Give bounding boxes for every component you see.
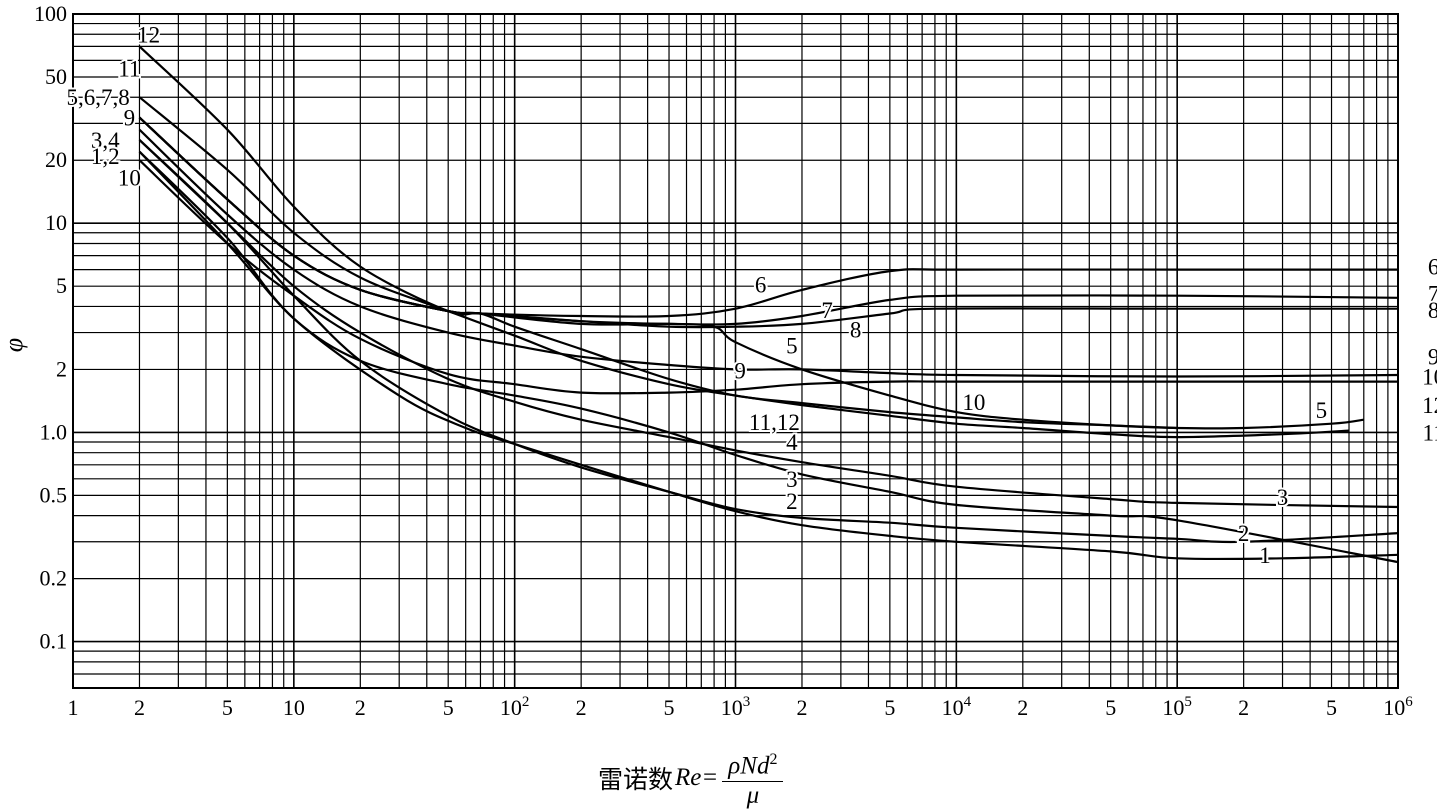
- x-tick-label: 102: [500, 694, 530, 720]
- curve-label: 11: [1423, 420, 1437, 445]
- x-tick-exponent: 2: [522, 694, 530, 710]
- x-axis-label: 雷诺数 Re= ρNd2 μ: [598, 746, 784, 809]
- curves: [138, 45, 1399, 564]
- x-tick-label: 104: [942, 694, 972, 720]
- y-tick-label: 50: [45, 64, 67, 89]
- y-axis-label: φ: [0, 338, 28, 352]
- curve-label: 2: [1238, 521, 1250, 546]
- curve-9: [138, 128, 1399, 378]
- curve-label: 9: [1428, 345, 1437, 370]
- x-axis-label-re: Re=: [675, 764, 719, 791]
- curve-label: 9: [734, 358, 746, 383]
- y-tick-label: 5: [56, 273, 67, 298]
- curve-label: 10: [962, 390, 985, 415]
- plot-frame: [72, 13, 1399, 689]
- x-tick-label: 105: [1162, 694, 1192, 720]
- curve-10: [138, 159, 1398, 395]
- x-tick-label: 106: [1383, 694, 1413, 720]
- y-tick-label: 2: [56, 356, 67, 381]
- x-axis-label-denominator: μ: [746, 781, 760, 809]
- curve-label: 7: [821, 298, 833, 323]
- x-tick-exponent: 4: [964, 694, 972, 710]
- curve-label: 11,12: [749, 410, 800, 435]
- curve-label: 9: [124, 106, 136, 131]
- y-tick-label: 0.1: [40, 629, 68, 654]
- curve-label: 12: [137, 22, 160, 47]
- curve-label: 10: [118, 166, 141, 191]
- curve-label: 5: [1316, 398, 1328, 423]
- y-tick-label: 0.2: [40, 566, 68, 591]
- curve-4: [138, 139, 1399, 544]
- x-tick-label: 2: [355, 695, 366, 720]
- curve-3: [138, 139, 1399, 509]
- y-tick-label: 0.5: [40, 482, 68, 507]
- curve-label: 12: [1422, 393, 1437, 418]
- curve-label: 5: [786, 334, 798, 359]
- x-tick-label: 2: [1238, 695, 1249, 720]
- x-axis-label-prefix: 雷诺数: [598, 767, 674, 794]
- curve-label: 8: [850, 318, 862, 343]
- x-tick-label: 2: [134, 695, 145, 720]
- curve-label: 6: [1428, 255, 1437, 280]
- x-tick-exponent: 3: [743, 694, 751, 710]
- x-tick-exponent: 6: [1405, 694, 1413, 710]
- grid: [72, 14, 1398, 689]
- curve-label: 1,2: [91, 144, 120, 169]
- curve-label: 4: [786, 430, 798, 455]
- y-tick-label: 100: [34, 1, 67, 26]
- x-tick-label: 2: [796, 695, 807, 720]
- y-tick-labels: 100 50 20 10 5 2 1.0 0.5 0.2 0.1: [34, 1, 67, 654]
- x-axis-label-numerator: ρNd2: [722, 746, 784, 782]
- y-tick-label: 20: [45, 147, 67, 172]
- y-tick-label: 10: [45, 210, 67, 235]
- curve-label: 7: [1428, 282, 1437, 307]
- curve-label: 1: [1259, 543, 1271, 568]
- curve-label: 2: [786, 489, 798, 514]
- curve-label: 6: [755, 272, 767, 297]
- x-tick-label: 5: [443, 695, 454, 720]
- x-tick-label: 2: [1017, 695, 1028, 720]
- x-tick-label: 10: [283, 695, 305, 720]
- curve-2: [138, 150, 1399, 561]
- curve-12: [138, 45, 1178, 430]
- x-tick-label: 103: [721, 694, 751, 720]
- curve-7: [138, 116, 1399, 326]
- curve-label: 8: [1428, 298, 1437, 323]
- x-tick-label: 5: [1326, 695, 1337, 720]
- curve-label: 3: [1277, 485, 1289, 510]
- y-tick-label: 1.0: [40, 419, 68, 444]
- x-axis-label-numerator-sup: 2: [769, 751, 778, 769]
- curve-label: 5,6,7,8: [67, 85, 130, 110]
- x-tick-label: 1: [68, 695, 79, 720]
- curve-label: 10: [1422, 365, 1437, 390]
- curve-label: 3,4: [91, 128, 120, 153]
- x-tick-label: 2: [576, 695, 587, 720]
- curve-labels: 12115,6,7,893,41,210678591011,1243253216…: [65, 20, 1437, 570]
- x-tick-labels: 1 2 5 10 2 5 102 2 5 103 2 5 104 2 5 105 2 5 106: [68, 694, 1414, 720]
- x-tick-exponent: 5: [1184, 694, 1192, 710]
- curve-label: 11: [118, 56, 140, 81]
- x-axis-label-numerator-base: ρNd: [728, 752, 770, 780]
- curve-label: 3: [786, 467, 798, 492]
- x-tick-label: 5: [222, 695, 233, 720]
- x-tick-label: 5: [1105, 695, 1116, 720]
- x-tick-label: 5: [884, 695, 895, 720]
- x-tick-label: 5: [664, 695, 675, 720]
- x-axis-label-fraction: ρNd2 μ: [722, 746, 784, 809]
- curve-8: [138, 116, 1398, 329]
